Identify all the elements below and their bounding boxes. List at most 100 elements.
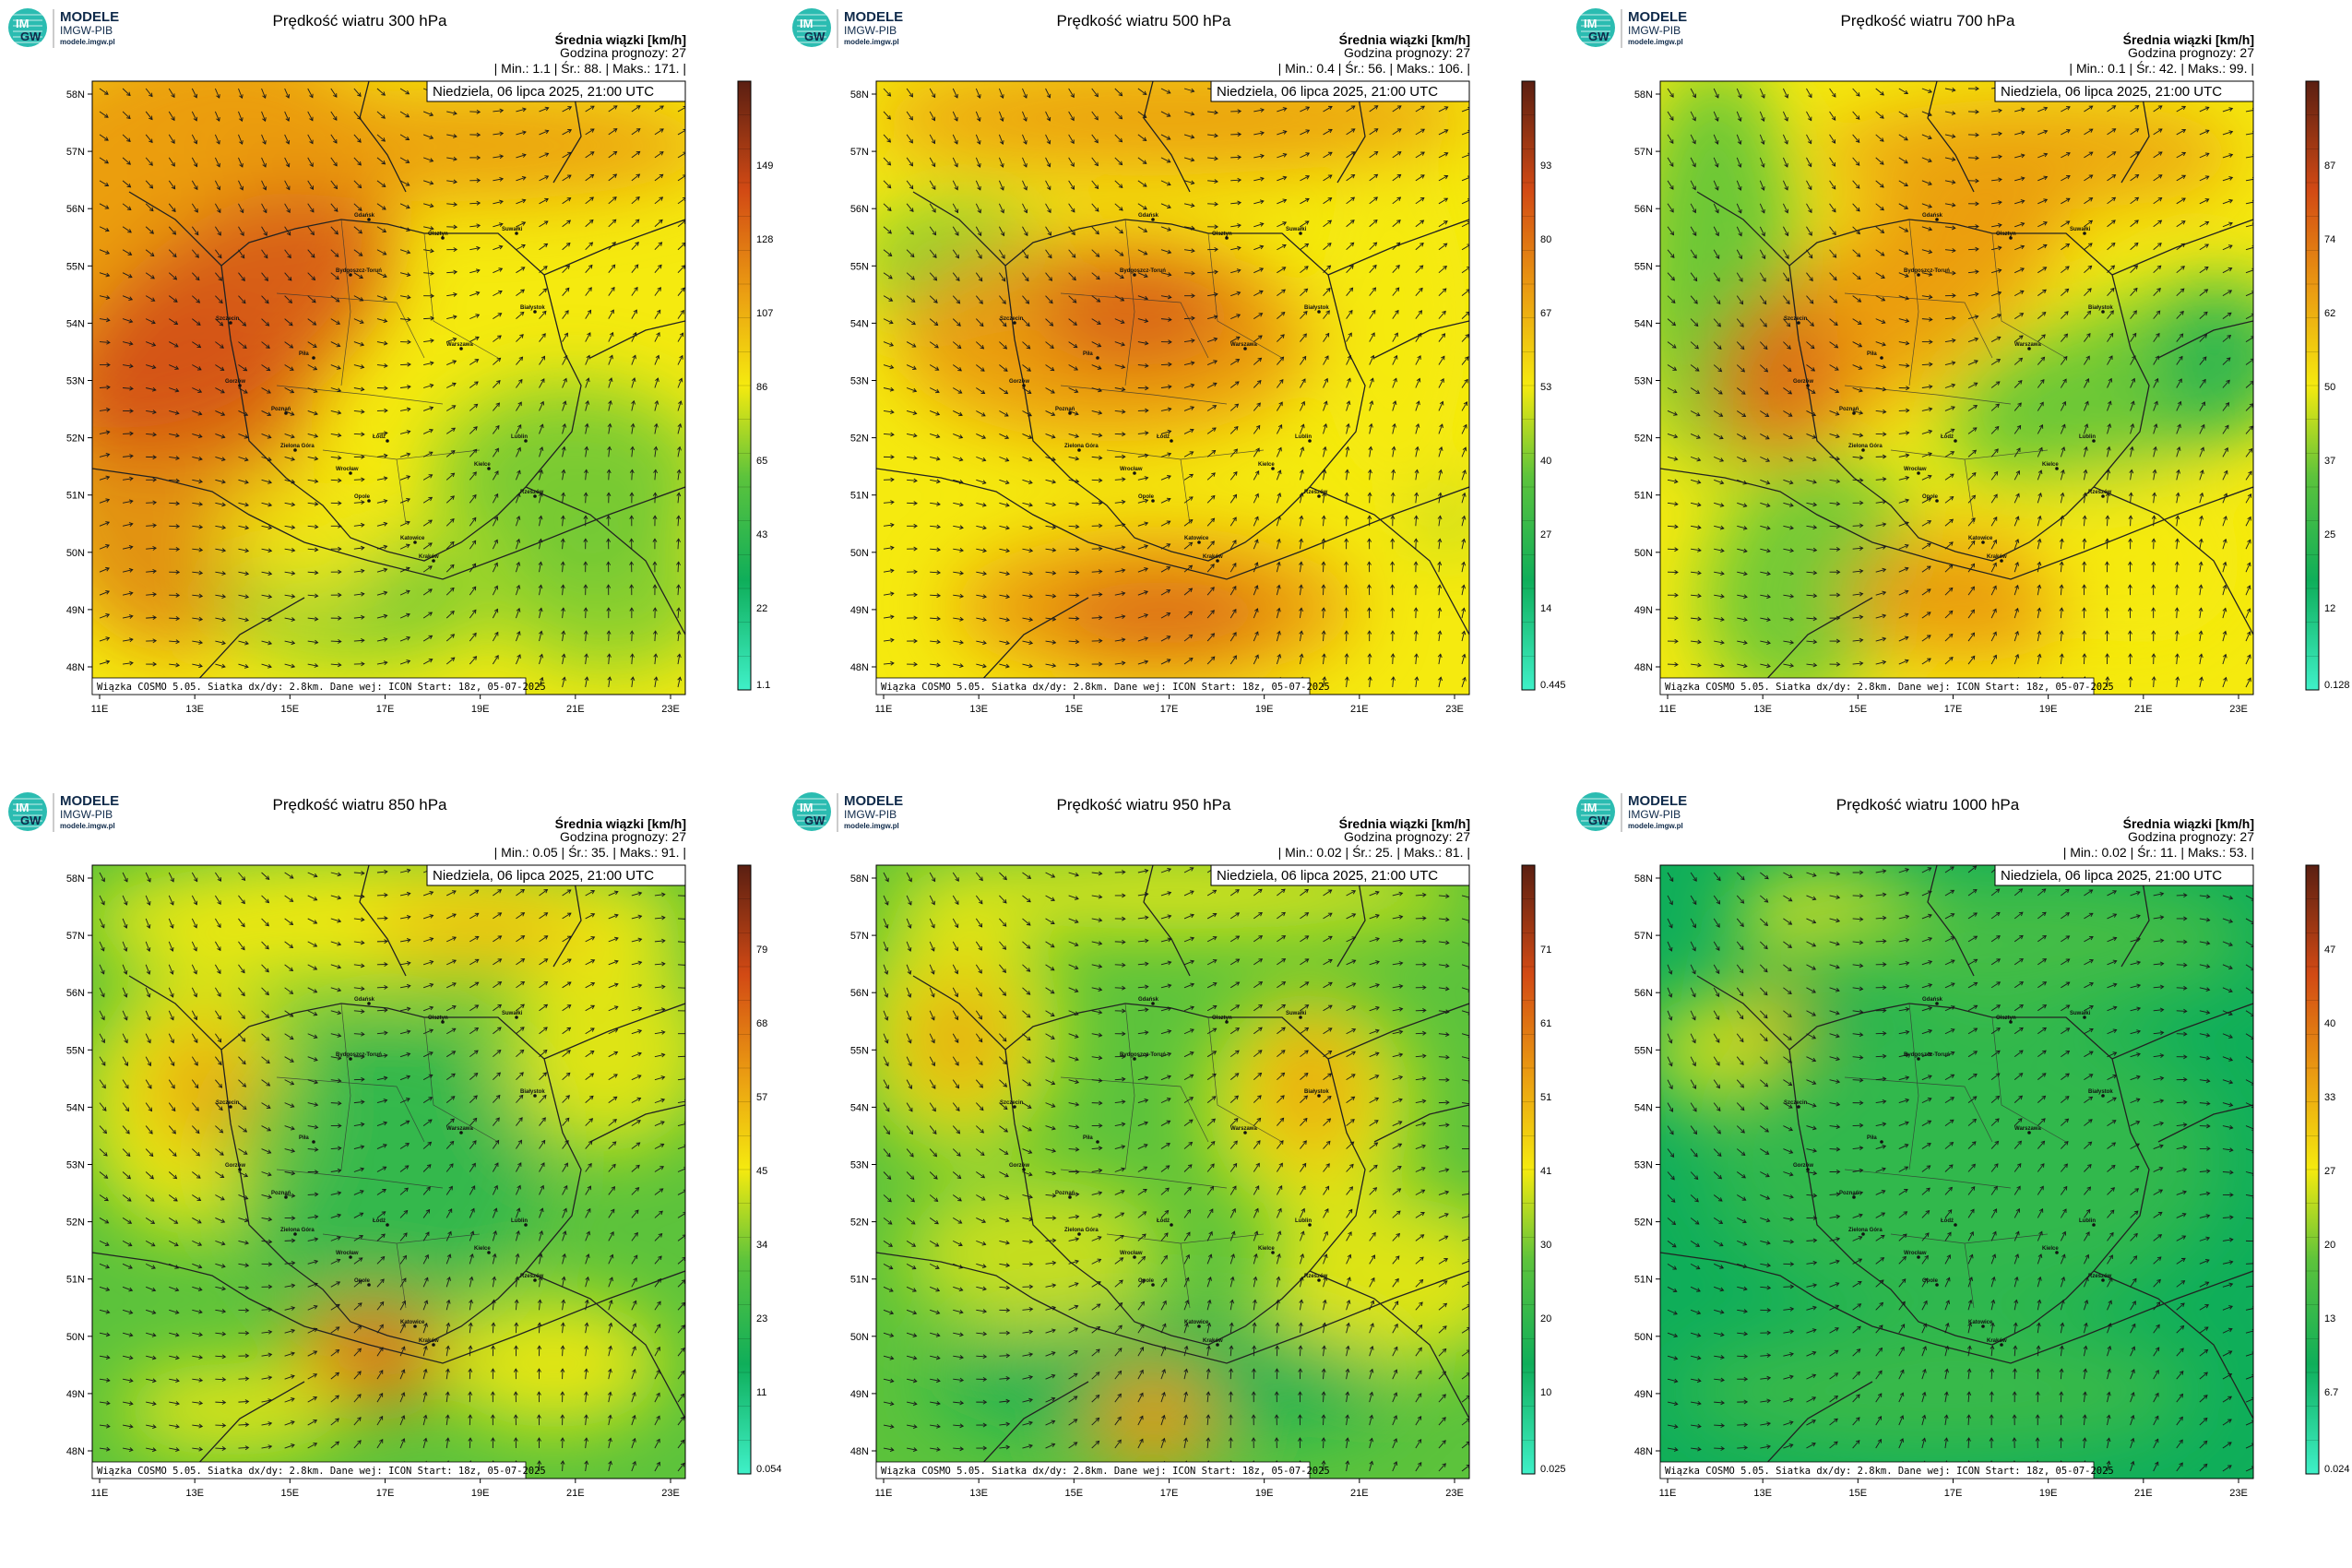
lat-label: 48N	[66, 662, 85, 673]
country-border	[876, 1252, 1469, 1364]
city-dot	[515, 232, 518, 235]
logo-org: IMGW-PIB	[1628, 808, 1681, 821]
speed-blob	[231, 1022, 544, 1317]
lon-label: 23E	[1445, 1488, 1464, 1499]
city-label: Rzeszów	[1304, 490, 1328, 495]
city-dot	[229, 1105, 232, 1109]
city-dot	[1151, 218, 1155, 221]
logo-mark-top: IM	[800, 17, 813, 30]
city-dot	[1935, 218, 1939, 221]
lon-label: 19E	[2039, 1488, 2058, 1499]
city-dot	[312, 356, 315, 360]
lon-label: 23E	[1445, 704, 1464, 715]
city-label: Suwałki	[1286, 227, 1307, 232]
city-dot	[284, 1195, 288, 1199]
speed-blob	[1088, 1363, 1218, 1474]
city-label: Kielce	[1258, 462, 1275, 468]
map-area: Gdańsk Olsztyn Suwałki Szczecin Bydgoszcz-To…	[66, 80, 686, 715]
forecast-date: Niedziela, 06 lipca 2025, 21:00 UTC	[2001, 84, 2222, 100]
forecast-hour: Godzina prognozy: 27	[2128, 45, 2254, 60]
region-border	[396, 1242, 407, 1309]
footer-box	[875, 1461, 1311, 1479]
colorbar-label: 65	[756, 456, 767, 467]
city-dot	[284, 411, 288, 415]
stat-avg-value: 56. |	[1364, 61, 1396, 76]
region-border	[1964, 1242, 1975, 1309]
region-border	[1844, 1076, 1993, 1143]
city-dot	[367, 499, 371, 503]
panel-mid-jet: IM GW MODELE IMGW-PIB modele.imgw.pl Prędkość…	[784, 0, 1568, 784]
lon-label: 19E	[471, 704, 490, 715]
lat-label: 53N	[1634, 1160, 1653, 1171]
stats-line: | Min.: 0.02 | Śr.: 11. | Maks.: 53. |	[2063, 844, 2254, 860]
city-label: Rzeszów	[1304, 1274, 1328, 1279]
logo-mark-top: IM	[800, 801, 813, 814]
city-dot	[1151, 1002, 1155, 1005]
city-dot	[1317, 1278, 1321, 1282]
city-label: Łódź	[1157, 434, 1170, 440]
lon-label: 23E	[661, 1488, 680, 1499]
colorbar-label: 68	[756, 1018, 767, 1029]
city-dot	[1133, 471, 1136, 475]
colorbar-label: 43	[756, 529, 767, 540]
city-dot	[1880, 1140, 1883, 1144]
city-label: Szczecin	[1000, 316, 1024, 322]
lat-label: 55N	[66, 1045, 85, 1056]
country-borders	[92, 865, 685, 1479]
city-dot	[367, 1283, 371, 1287]
region-border	[276, 292, 425, 359]
city-dot	[1225, 236, 1229, 240]
city-label: Gdańsk	[354, 213, 375, 219]
city-dot	[459, 1131, 463, 1134]
logo-title: MODELE	[844, 9, 903, 25]
colorbar-label: 74	[2324, 234, 2335, 245]
region-border	[276, 385, 444, 405]
city-label: Bydgoszcz-Toruń	[336, 1052, 382, 1058]
country-borders	[876, 865, 1469, 1479]
city-label: Wrocław	[1120, 1251, 1143, 1256]
city-dot	[293, 448, 297, 452]
city-dot	[1917, 471, 1920, 475]
stat-min-label: Min.:	[1285, 61, 1313, 76]
lat-label: 48N	[1634, 662, 1653, 673]
city-label: Gdańsk	[354, 997, 375, 1003]
lat-label: 54N	[850, 1102, 869, 1113]
lat-label: 50N	[66, 1332, 85, 1343]
logo-mark-top: IM	[16, 17, 29, 30]
city-dot	[487, 467, 491, 470]
city-label: Białystok	[2088, 305, 2113, 311]
country-borders	[1660, 81, 2253, 695]
colorbar-label: 25	[2324, 529, 2335, 540]
colorbar-label: 53	[1540, 382, 1551, 393]
stat-avg-label: Śr.:	[561, 60, 580, 76]
colorbar-label: 79	[756, 944, 767, 956]
city-label: Piła	[1083, 1135, 1093, 1141]
region-border	[1060, 385, 1228, 405]
region-border	[1180, 1242, 1191, 1309]
city-dot	[1806, 1168, 1810, 1171]
colorbar-label: 11	[756, 1387, 766, 1398]
country-border	[2157, 320, 2253, 359]
legend-title: Średnia wiązki [km/h]	[555, 31, 686, 47]
colorbar-label: 0.024	[2324, 1464, 2350, 1475]
lat-label: 58N	[850, 89, 869, 101]
city-label: Piła	[1083, 351, 1093, 357]
panel-title: Prędkość wiatru 300 hPa	[273, 12, 448, 30]
lat-label: 51N	[1634, 1275, 1653, 1286]
city-label: Opole	[354, 1278, 371, 1284]
lat-label: 50N	[1634, 1332, 1653, 1343]
wind-speed-field	[1660, 81, 2253, 695]
logo-mark-top: IM	[1584, 801, 1597, 814]
lat-label: 49N	[66, 605, 85, 616]
city-label: Białystok	[1304, 1089, 1329, 1095]
panel-title: Prędkość wiatru 950 hPa	[1057, 796, 1232, 814]
city-label: Warszawa	[1230, 1126, 1257, 1132]
logo-title: MODELE	[60, 793, 119, 809]
panel-upper-jet: IM GW MODELE IMGW-PIB modele.imgw.pl Prędkość…	[0, 0, 784, 784]
city-dot	[1797, 1105, 1800, 1109]
region-border	[1844, 385, 2012, 405]
city-dot	[1880, 356, 1883, 360]
city-label: Lublin	[2079, 434, 2096, 440]
city-label: Warszawa	[446, 342, 473, 348]
footer-text: Wiązka COSMO 5.05. Siatka dx/dy: 2.8km. …	[881, 1466, 1330, 1477]
